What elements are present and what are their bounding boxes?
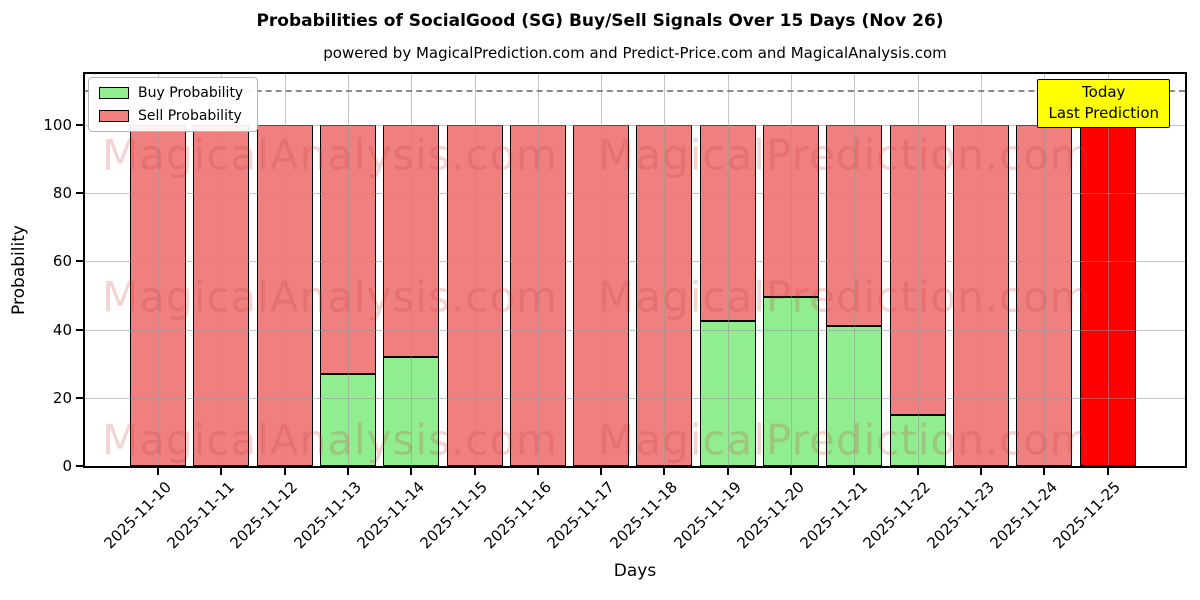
legend-label-sell: Sell Probability xyxy=(138,108,242,124)
h-gridline xyxy=(85,397,1185,399)
v-gridline xyxy=(537,74,539,466)
x-tickmark xyxy=(1106,468,1109,475)
x-tickmark xyxy=(1043,468,1046,475)
v-gridline xyxy=(1044,74,1046,466)
today-annotation: Today Last Prediction xyxy=(1037,79,1170,128)
legend-label-buy: Buy Probability xyxy=(138,85,244,101)
v-gridline xyxy=(474,74,476,466)
x-tickmark xyxy=(600,468,603,475)
y-tickmark xyxy=(76,192,83,195)
x-tickmark xyxy=(473,468,476,475)
x-tickmark xyxy=(410,468,413,475)
legend-item-buy: Buy Probability xyxy=(99,85,243,101)
plot-inner: MagicalAnalysis.com MagicalPrediction.com… xyxy=(85,74,1185,466)
x-tickmark xyxy=(663,468,666,475)
x-tickmark xyxy=(346,468,349,475)
v-gridline xyxy=(411,74,413,466)
y-tickmark xyxy=(76,124,83,127)
v-gridline xyxy=(1107,74,1109,466)
sell-swatch xyxy=(99,110,129,122)
v-gridline xyxy=(601,74,603,466)
v-gridline xyxy=(980,74,982,466)
legend: Buy Probability Sell Probability xyxy=(88,77,259,132)
y-tickmark xyxy=(76,465,83,467)
legend-item-sell: Sell Probability xyxy=(99,108,243,124)
buy-swatch xyxy=(99,87,129,99)
y-tick-label: 100 xyxy=(43,116,72,135)
x-tickmark xyxy=(916,468,919,475)
y-tickmark xyxy=(76,396,83,399)
v-gridline xyxy=(854,74,856,466)
x-tickmark xyxy=(726,468,729,475)
watermark-text: MagicalAnalysis.com xyxy=(102,130,558,180)
y-tickmark xyxy=(76,260,83,263)
y-tick-label: 40 xyxy=(52,320,72,339)
dashed-threshold-line xyxy=(85,90,1185,93)
watermark-text: MagicalAnalysis.com xyxy=(102,415,558,465)
x-tickmark xyxy=(220,468,223,475)
x-axis-label: Days xyxy=(613,561,657,581)
x-tickmark xyxy=(536,468,539,475)
v-gridline xyxy=(347,74,349,466)
plot-area: MagicalAnalysis.com MagicalPrediction.com… xyxy=(83,72,1187,468)
v-gridline xyxy=(284,74,286,466)
x-tickmark xyxy=(283,468,286,475)
y-tick-label: 80 xyxy=(52,184,72,203)
h-gridline xyxy=(85,329,1185,331)
x-tickmark xyxy=(979,468,982,475)
watermark-text: MagicalPrediction.com xyxy=(598,415,1092,465)
y-tickmark xyxy=(76,328,83,331)
today-annotation-line2: Last Prediction xyxy=(1048,104,1159,122)
v-gridline xyxy=(727,74,729,466)
v-gridline xyxy=(664,74,666,466)
watermark-text: MagicalAnalysis.com xyxy=(102,272,558,322)
watermark-text: MagicalPrediction.com xyxy=(598,130,1092,180)
v-gridline xyxy=(158,74,159,466)
chart-title: Probabilities of SocialGood (SG) Buy/Sel… xyxy=(256,11,944,31)
v-gridline xyxy=(917,74,919,466)
h-gridline xyxy=(85,261,1185,263)
y-tick-label: 20 xyxy=(52,388,72,407)
y-tick-label: 0 xyxy=(62,457,72,475)
v-gridline xyxy=(791,74,792,466)
chart-subtitle: powered by MagicalPrediction.com and Pre… xyxy=(323,44,947,62)
y-tick-label: 60 xyxy=(52,252,72,271)
v-gridline xyxy=(221,74,223,466)
x-tickmark xyxy=(853,468,856,475)
watermark-text: MagicalPrediction.com xyxy=(598,272,1092,322)
today-annotation-line1: Today xyxy=(1082,83,1126,101)
x-tickmark xyxy=(157,468,159,475)
h-gridline xyxy=(85,193,1185,195)
h-gridline xyxy=(85,125,1185,127)
x-tickmark xyxy=(790,468,792,475)
